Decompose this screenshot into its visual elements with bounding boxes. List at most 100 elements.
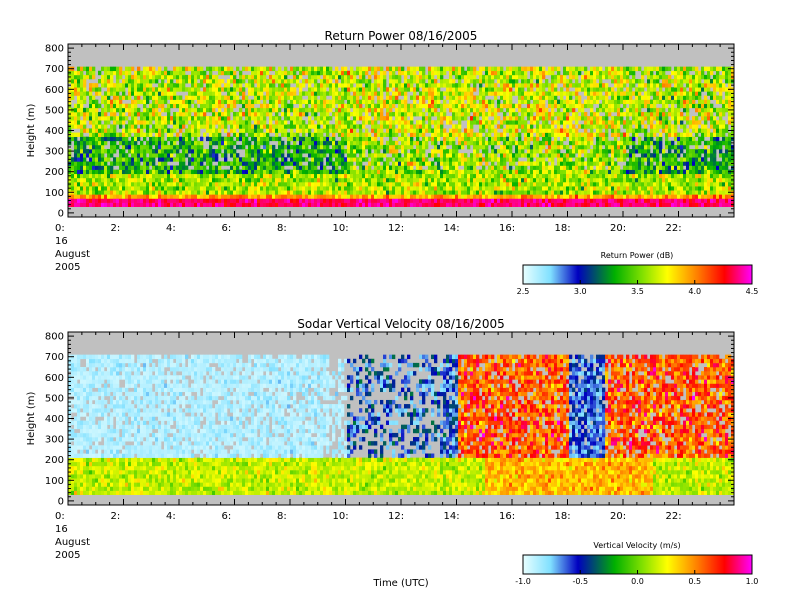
heatmap-cell (203, 202, 207, 207)
heatmap-cell (281, 103, 285, 109)
heatmap-cell (380, 153, 384, 158)
heatmap-cell (101, 194, 105, 199)
heatmap-cell (251, 136, 255, 142)
heatmap-cell (302, 79, 306, 84)
heatmap-cell (467, 198, 471, 203)
heatmap-cell (290, 202, 294, 207)
heatmap-cell (308, 95, 312, 100)
heatmap-cell (368, 120, 372, 125)
heatmap-cell (440, 140, 444, 146)
heatmap-cell (224, 169, 228, 175)
heatmap-cell (539, 177, 543, 183)
heatmap-cell (389, 140, 393, 146)
heatmap-cell (92, 181, 96, 187)
heatmap-cell (374, 173, 378, 179)
heatmap-cell (536, 186, 540, 191)
heatmap-cell (407, 165, 411, 170)
heatmap-cell (332, 70, 336, 76)
heatmap-cell (290, 169, 294, 175)
heatmap-cell (239, 128, 243, 133)
heatmap-cell (560, 74, 564, 80)
heatmap-cell (338, 194, 342, 199)
heatmap-cell (326, 128, 330, 133)
heatmap-cell (74, 202, 78, 207)
heatmap-cell (332, 202, 336, 207)
heatmap-cell (542, 95, 546, 100)
heatmap-cell (233, 79, 237, 84)
heatmap-cell (419, 157, 423, 162)
heatmap-cell (200, 140, 204, 146)
heatmap-cell (341, 202, 345, 207)
heatmap-cell (125, 66, 129, 72)
heatmap-cell (95, 198, 99, 203)
heatmap-cell (521, 95, 525, 100)
heatmap-cell (398, 144, 402, 150)
heatmap-cell (185, 177, 189, 183)
heatmap-cell (260, 124, 264, 129)
heatmap-cell (359, 124, 363, 129)
heatmap-cell (542, 87, 546, 92)
heatmap-cell (155, 111, 159, 117)
heatmap-cell (404, 202, 408, 207)
heatmap-cell (482, 149, 486, 154)
heatmap-cell (167, 95, 171, 100)
heatmap-cell (200, 173, 204, 179)
heatmap-cell (452, 91, 456, 96)
heatmap-cell (476, 111, 480, 117)
heatmap-cell (221, 153, 225, 158)
heatmap-cell (314, 144, 318, 150)
heatmap-cell (383, 87, 387, 92)
heatmap-cell (110, 111, 114, 117)
heatmap-cell (107, 103, 111, 109)
heatmap-cell (545, 140, 549, 146)
heatmap-cell (470, 169, 474, 175)
heatmap-cell (449, 177, 453, 183)
heatmap-cell (329, 149, 333, 154)
heatmap-cell (218, 124, 222, 129)
heatmap-cell (554, 66, 558, 72)
heatmap-cell (149, 161, 153, 166)
heatmap-cell (476, 161, 480, 166)
heatmap-cell (467, 74, 471, 80)
heatmap-cell (359, 111, 363, 117)
heatmap-cell (323, 177, 327, 183)
heatmap-cell (152, 181, 156, 187)
heatmap-cell (566, 149, 570, 154)
heatmap-cell (443, 144, 447, 150)
heatmap-cell (356, 169, 360, 175)
heatmap-cell (263, 177, 267, 183)
heatmap-cell (149, 136, 153, 142)
heatmap-cell (407, 83, 411, 88)
heatmap-cell (125, 124, 129, 129)
heatmap-cell (428, 153, 432, 158)
heatmap-cell (140, 144, 144, 150)
heatmap-cell (221, 202, 225, 207)
heatmap-cell (509, 169, 513, 175)
heatmap-cell (125, 144, 129, 150)
heatmap-cell (413, 173, 417, 179)
heatmap-cell (263, 181, 267, 187)
heatmap-cell (308, 169, 312, 175)
heatmap-cell (86, 70, 90, 76)
heatmap-cell (569, 157, 573, 162)
heatmap-cell (539, 132, 543, 137)
heatmap-cell (398, 190, 402, 195)
heatmap-cell (401, 198, 405, 203)
heatmap-cell (383, 169, 387, 175)
heatmap-cell (518, 87, 522, 92)
heatmap-cell (269, 124, 273, 129)
heatmap-cell (152, 149, 156, 154)
heatmap-cell (215, 165, 219, 170)
heatmap-cell (233, 120, 237, 125)
heatmap-cell (365, 87, 369, 92)
heatmap-cell (218, 128, 222, 133)
heatmap-cell (242, 136, 246, 142)
heatmap-cell (218, 198, 222, 203)
heatmap-cell (146, 149, 150, 154)
heatmap-cell (335, 99, 339, 105)
heatmap-cell (137, 107, 141, 113)
heatmap-cell (359, 186, 363, 191)
heatmap-cell (533, 149, 537, 154)
heatmap-cell (416, 83, 420, 88)
heatmap-cell (335, 111, 339, 117)
